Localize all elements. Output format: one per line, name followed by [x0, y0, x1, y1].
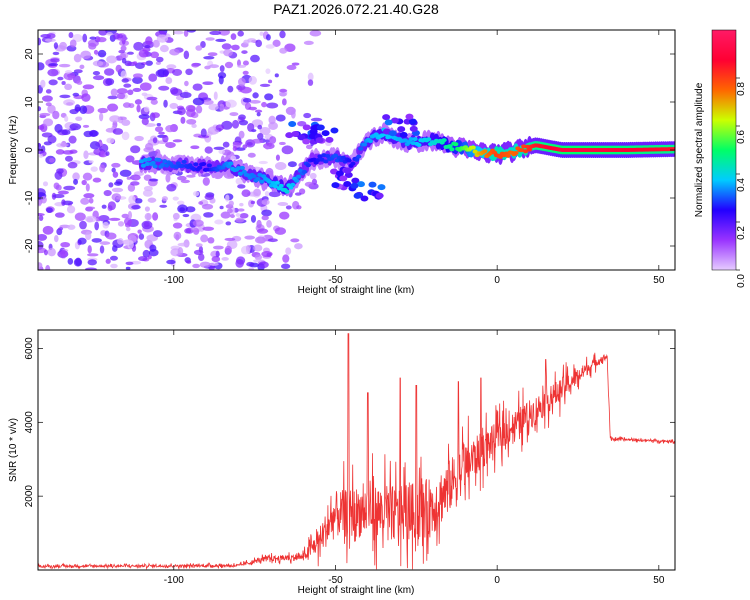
x-tick-label: -50 — [328, 575, 343, 586]
x-tick-label: 0 — [494, 275, 500, 286]
x-tick-label: -100 — [164, 275, 184, 286]
y-tick-label: 2000 — [24, 485, 35, 508]
figure-title: PAZ1.2026.072.21.40.G28 — [273, 1, 439, 17]
colorbar-tick-label: 0.4 — [736, 178, 747, 192]
x-tick-label: 50 — [653, 275, 665, 286]
snr-x-label: Height of straight line (km) — [298, 585, 415, 596]
y-tick-label: 6000 — [24, 337, 35, 360]
y-tick-label: 0 — [24, 147, 35, 153]
snr-panel: -100 -50 0 50 2000 4000 6000 Height of straig… — [8, 329, 676, 596]
spectrogram-x-label: Height of straight line (km) — [298, 285, 415, 296]
y-tick-label: 4000 — [24, 411, 35, 434]
x-tick-label: -50 — [328, 275, 343, 286]
snr-series-line — [38, 333, 675, 570]
y-tick-label: 10 — [24, 96, 35, 108]
colorbar-tick-label: 0.8 — [736, 82, 747, 96]
x-tick-label: 50 — [653, 575, 665, 586]
colorbar: 0.0 0.2 0.4 0.6 0.8 Normalized spectral ampl… — [694, 29, 747, 288]
x-tick-label: 0 — [494, 575, 500, 586]
snr-x-ticks: -100 -50 0 50 — [164, 330, 665, 586]
colorbar-tick-label: 0.2 — [736, 226, 747, 240]
colorbar-tick-label: 0.6 — [736, 130, 747, 144]
spectrogram-y-ticks: -20 -10 0 10 20 — [24, 48, 675, 253]
colorbar-gradient — [711, 29, 737, 271]
snr-y-label: SNR (10 * v/v) — [8, 418, 19, 482]
y-tick-label: -20 — [24, 238, 35, 253]
spectrogram-data — [38, 30, 675, 270]
snr-frame — [37, 329, 676, 571]
spectrogram-x-ticks: -100 -50 0 50 — [164, 30, 665, 286]
y-tick-label: -10 — [24, 190, 35, 205]
y-tick-label: 20 — [24, 48, 35, 60]
x-tick-label: -100 — [164, 575, 184, 586]
colorbar-tick-label: 0.0 — [736, 274, 747, 288]
spectrogram-y-label: Frequency (Hz) — [8, 116, 19, 185]
colorbar-ticks: 0.0 0.2 0.4 0.6 0.8 — [736, 77, 747, 288]
snr-y-ticks: 2000 4000 6000 — [24, 337, 675, 507]
colorbar-label: Normalized spectral amplitude — [694, 82, 705, 217]
